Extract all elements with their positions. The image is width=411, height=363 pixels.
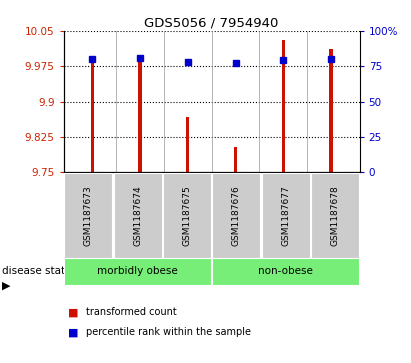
Text: GSM1187673: GSM1187673 bbox=[84, 185, 93, 246]
Text: GSM1187678: GSM1187678 bbox=[330, 185, 339, 246]
Text: GSM1187676: GSM1187676 bbox=[232, 185, 241, 246]
Text: ▶: ▶ bbox=[2, 281, 11, 291]
Text: percentile rank within the sample: percentile rank within the sample bbox=[86, 327, 251, 337]
Text: disease state: disease state bbox=[2, 266, 72, 276]
Bar bbox=[139, 59, 142, 172]
Text: GSM1187674: GSM1187674 bbox=[133, 185, 142, 246]
Text: morbidly obese: morbidly obese bbox=[97, 266, 178, 276]
Text: GSM1187677: GSM1187677 bbox=[281, 185, 290, 246]
Bar bbox=[234, 147, 237, 172]
Bar bbox=[91, 59, 94, 172]
Text: non-obese: non-obese bbox=[258, 266, 313, 276]
Text: ■: ■ bbox=[68, 307, 79, 317]
Title: GDS5056 / 7954940: GDS5056 / 7954940 bbox=[145, 17, 279, 30]
Text: ■: ■ bbox=[68, 327, 79, 337]
Bar bbox=[329, 49, 332, 172]
Text: GSM1187675: GSM1187675 bbox=[182, 185, 192, 246]
Bar bbox=[186, 117, 189, 172]
Text: transformed count: transformed count bbox=[86, 307, 177, 317]
Bar bbox=[282, 40, 285, 172]
